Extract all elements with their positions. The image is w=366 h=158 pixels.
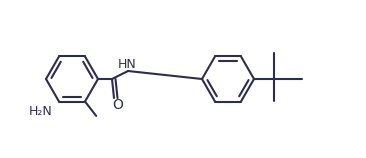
Text: HN: HN <box>117 58 137 70</box>
Text: O: O <box>112 98 123 112</box>
Text: H₂N: H₂N <box>29 105 53 118</box>
